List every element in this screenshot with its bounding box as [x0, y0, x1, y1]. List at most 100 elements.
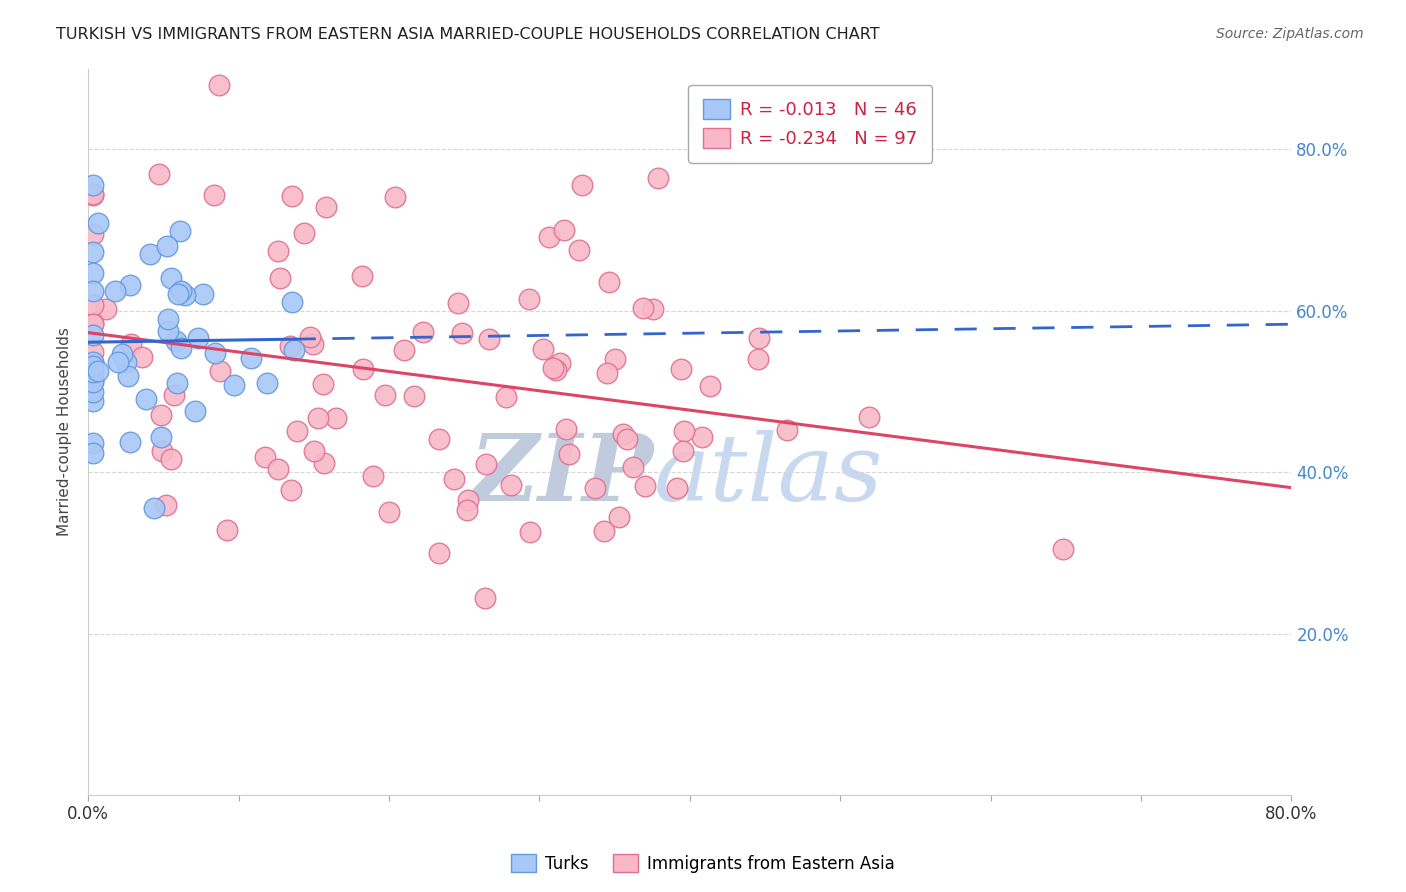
- Point: [82, 445, 104, 459]
- Point: [475, 457, 498, 471]
- Point: [82, 435, 104, 450]
- Text: TURKISH VS IMMIGRANTS FROM EASTERN ASIA MARRIED-COUPLE HOUSEHOLDS CORRELATION CH: TURKISH VS IMMIGRANTS FROM EASTERN ASIA …: [56, 27, 880, 42]
- Point: [307, 411, 329, 425]
- Point: [1052, 542, 1074, 557]
- Point: [82, 266, 104, 280]
- Legend: Turks, Immigrants from Eastern Asia: Turks, Immigrants from Eastern Asia: [505, 847, 901, 880]
- Point: [302, 443, 325, 458]
- Point: [531, 342, 554, 356]
- Point: [302, 337, 325, 351]
- Point: [583, 481, 606, 495]
- Point: [598, 275, 620, 289]
- Point: [82, 365, 104, 379]
- Point: [118, 278, 141, 293]
- Text: Source: ZipAtlas.com: Source: ZipAtlas.com: [1216, 27, 1364, 41]
- Point: [548, 355, 571, 369]
- Point: [631, 301, 654, 315]
- Point: [115, 355, 138, 369]
- Point: [690, 430, 713, 444]
- Point: [170, 285, 193, 299]
- Point: [443, 472, 465, 486]
- Point: [666, 482, 689, 496]
- Point: [374, 388, 396, 402]
- Point: [281, 294, 304, 309]
- Point: [478, 332, 501, 346]
- Point: [568, 243, 591, 257]
- Point: [82, 372, 104, 386]
- Point: [82, 393, 104, 408]
- Point: [554, 422, 576, 436]
- Point: [256, 376, 278, 390]
- Point: [149, 430, 172, 444]
- Point: [184, 404, 207, 418]
- Point: [148, 167, 170, 181]
- Point: [143, 500, 166, 515]
- Point: [315, 200, 337, 214]
- Point: [165, 334, 187, 348]
- Point: [603, 352, 626, 367]
- Point: [350, 268, 373, 283]
- Text: atlas: atlas: [654, 430, 883, 520]
- Point: [187, 331, 209, 345]
- Point: [298, 330, 321, 344]
- Point: [82, 186, 104, 201]
- Point: [671, 362, 693, 376]
- Point: [517, 292, 540, 306]
- Point: [155, 238, 177, 252]
- Point: [155, 498, 177, 512]
- Point: [82, 317, 104, 331]
- Point: [160, 451, 183, 466]
- Point: [208, 364, 231, 378]
- Point: [82, 227, 104, 241]
- Point: [474, 591, 496, 606]
- Point: [82, 317, 104, 331]
- Point: [170, 341, 193, 355]
- Point: [352, 361, 374, 376]
- Point: [117, 369, 139, 384]
- Point: [457, 493, 479, 508]
- Point: [107, 355, 129, 369]
- Point: [82, 375, 104, 389]
- Point: [495, 390, 517, 404]
- Point: [82, 178, 104, 192]
- Point: [166, 287, 188, 301]
- Point: [546, 363, 568, 377]
- Point: [191, 286, 214, 301]
- Point: [429, 433, 451, 447]
- Point: [456, 502, 478, 516]
- Point: [280, 189, 302, 203]
- Point: [537, 229, 560, 244]
- Point: [174, 288, 197, 302]
- Point: [156, 311, 179, 326]
- Point: [607, 509, 630, 524]
- Point: [412, 325, 434, 339]
- Point: [135, 392, 157, 406]
- Point: [402, 389, 425, 403]
- Point: [82, 384, 104, 399]
- Point: [152, 444, 174, 458]
- Point: [593, 524, 616, 538]
- Point: [87, 364, 110, 378]
- Point: [82, 285, 104, 299]
- Point: [378, 506, 401, 520]
- Y-axis label: Married-couple Households: Married-couple Households: [58, 327, 72, 536]
- Point: [266, 462, 288, 476]
- Point: [82, 373, 104, 387]
- Point: [285, 424, 308, 438]
- Point: [312, 456, 335, 470]
- Point: [361, 469, 384, 483]
- Point: [82, 354, 104, 368]
- Point: [82, 356, 104, 370]
- Point: [82, 298, 104, 312]
- Point: [641, 301, 664, 316]
- Point: [215, 524, 238, 538]
- Point: [82, 187, 104, 202]
- Point: [699, 378, 721, 392]
- Point: [202, 188, 225, 202]
- Point: [118, 435, 141, 450]
- Point: [776, 423, 799, 437]
- Point: [596, 366, 619, 380]
- Point: [163, 388, 186, 402]
- Point: [621, 459, 644, 474]
- Point: [267, 244, 290, 258]
